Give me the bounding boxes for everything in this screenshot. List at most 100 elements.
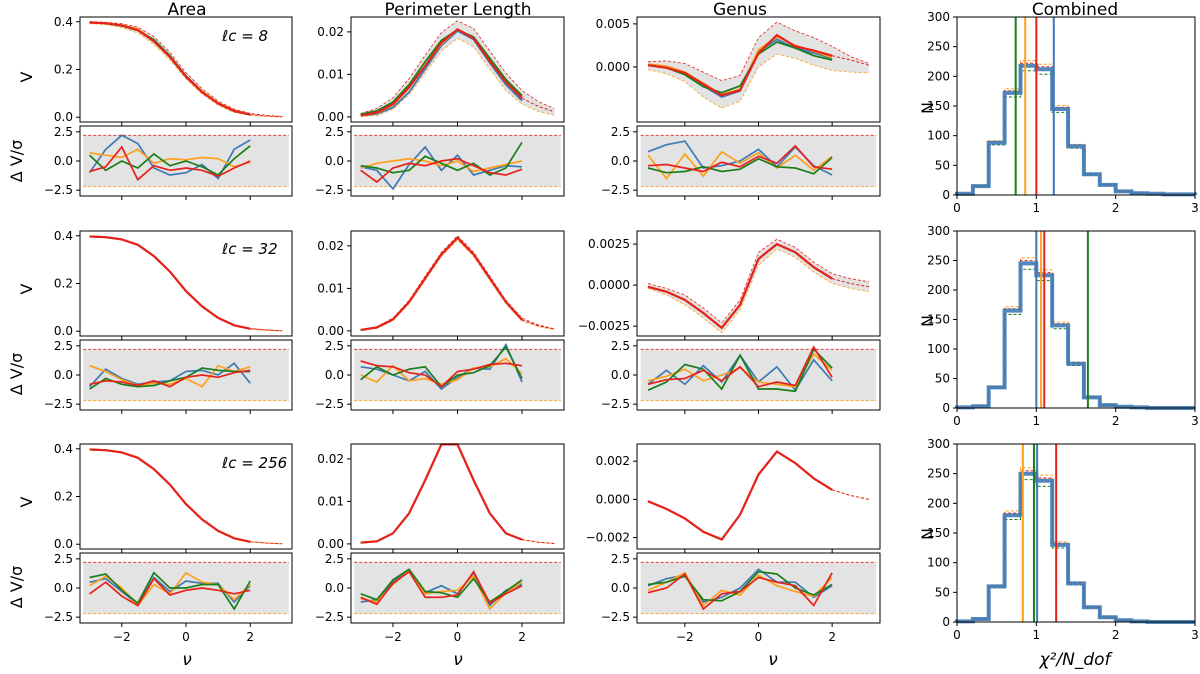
r1-combined-ytick-label: 100 — [927, 129, 950, 143]
r2-area-extrapolation — [250, 328, 283, 332]
r1-perimeter-series-red — [360, 27, 523, 117]
r1-area-res-ytick-label: 2.5 — [54, 125, 73, 139]
r3-perimeter-ytick-label: 0.01 — [317, 494, 344, 508]
r2-combined-xtick-label: 3 — [1191, 414, 1199, 428]
r1-genus-series-red — [647, 33, 833, 97]
r3-genus-series-blue — [647, 450, 833, 541]
r3-area-ytick-label: 0.0 — [54, 537, 73, 551]
r3-combined-ytick-label: 300 — [927, 437, 950, 451]
row2-ylabel-dv: Δ V/σ — [7, 353, 26, 396]
r1-genus-ytick-label: 0.000 — [596, 60, 630, 74]
r3-combined-ytick-label: 200 — [927, 496, 950, 510]
r3-perimeter-ytick-label: 0.02 — [317, 452, 344, 466]
r3-combined-hist-orange — [956, 467, 1195, 623]
r2-combined-ytick-label: 300 — [927, 224, 950, 238]
r2-combined-ytick-label: 50 — [935, 372, 950, 386]
r1-area-ytick-label: 0.4 — [54, 15, 73, 29]
r2-perimeter-extrapolation — [521, 319, 555, 330]
r1-area-residual-red — [89, 145, 251, 182]
r3-genus-series-orange — [647, 450, 833, 541]
r1-combined-ytick-label: 150 — [927, 99, 950, 113]
r1-genus-series-green — [647, 41, 833, 94]
r1-combined-ytick-label: 250 — [927, 40, 950, 54]
r2-perimeter-ytick-label: 0.00 — [317, 324, 344, 338]
row1-ylabel-dv: Δ V/σ — [7, 140, 26, 183]
r2-perimeter-residual-red — [360, 360, 523, 388]
r2-genus-band_high-line — [647, 238, 870, 324]
r3-perimeter-ytick-label: 0.00 — [317, 537, 344, 551]
r2-area-res-ytick-label: −2.5 — [44, 397, 73, 411]
r1-genus-residual-orange — [647, 150, 833, 180]
r2-perimeter-res-ytick-label: 2.5 — [325, 339, 344, 353]
r3-combined-ytick-label: 100 — [927, 556, 950, 570]
r3-genus-res-xtick-label: 0 — [755, 630, 763, 644]
r3-genus-res-xtick-label: −2 — [676, 630, 694, 644]
r2-perimeter-res-ytick-label: 0.0 — [325, 368, 344, 382]
r3-genus-ytick-label: −0.002 — [586, 531, 630, 545]
r2-area-residual-red — [89, 369, 251, 388]
r2-genus-ytick-label: 0.0025 — [588, 237, 630, 251]
row1-ylabel-n: N — [918, 102, 937, 114]
r3-area-series-red — [89, 448, 251, 543]
r3-genus-series-red — [647, 450, 833, 541]
r2-perimeter-series-red — [360, 236, 523, 332]
r2-combined-ytick-label: 150 — [927, 313, 950, 327]
r1-perimeter-ytick-label: 0.02 — [317, 25, 344, 39]
r3-genus-res-ytick-label: −2.5 — [601, 610, 630, 624]
r3-perimeter-series-blue — [360, 443, 523, 544]
r2-genus-band_low-line — [647, 248, 870, 334]
r1-combined-hist-green — [956, 70, 1196, 195]
r2-combined-ytick-label: 250 — [927, 254, 950, 268]
r2-genus-series-red — [647, 242, 833, 330]
r2-genus-ytick-label: 0.0000 — [588, 278, 630, 292]
r2-perimeter-series-green — [360, 236, 523, 331]
r3-combined-xtick-label: 0 — [953, 628, 961, 642]
r3-perimeter-res-xtick-label: −2 — [384, 630, 402, 644]
row1-lc-label: ℓc = 8 — [221, 27, 268, 45]
r2-perimeter-res-ytick-label: −2.5 — [315, 397, 344, 411]
r3-combined-xtick-label: 3 — [1191, 628, 1199, 642]
row2-ylabel-v: V — [17, 283, 36, 294]
r1-genus-residual-green — [647, 156, 833, 175]
r1-combined-ytick-label: 300 — [927, 10, 950, 24]
r3-genus-residual-red — [647, 572, 833, 611]
r2-genus-res-ytick-label: 0.0 — [611, 368, 630, 382]
r1-combined-xtick-label: 3 — [1191, 201, 1199, 215]
column-title-combined: Combined — [1032, 0, 1118, 20]
r3-perimeter-res-xtick-label: 2 — [518, 630, 526, 644]
r2-genus-res-band — [640, 349, 877, 401]
column-title-perimeter: Perimeter Length — [385, 0, 532, 20]
r1-perimeter-residual-blue — [360, 145, 523, 191]
r1-combined-hist-red — [956, 62, 1196, 195]
r2-perimeter-band_high-line — [360, 235, 555, 330]
r1-perimeter-residual-red — [360, 157, 523, 184]
r1-perimeter-series-green — [360, 28, 523, 116]
xlabel-chi2: χ²/N_dof — [1039, 650, 1114, 670]
r1-combined-xtick-label: 1 — [1033, 201, 1041, 215]
r2-combined-ytick-label: 100 — [927, 342, 950, 356]
r2-combined-ytick-label: 0 — [942, 401, 950, 415]
r3-perimeter-residual-red — [360, 570, 523, 606]
r3-perimeter-frame — [350, 443, 565, 550]
r3-combined-xtick-label: 2 — [1112, 628, 1120, 642]
r1-combined-hist-blue — [955, 63, 1197, 197]
r3-combined-hist-blue — [955, 471, 1195, 624]
r1-genus-extrapolation — [831, 55, 870, 66]
xlabel-nu-genus: ν — [768, 650, 778, 670]
xlabel-nu-perimeter: ν — [453, 650, 463, 670]
r1-genus-band — [648, 22, 869, 109]
r3-combined-ytick-label: 50 — [935, 585, 950, 599]
column-title-genus: Genus — [713, 0, 767, 20]
r1-combined-ytick-label: 0 — [942, 188, 950, 202]
r2-combined-xtick-label: 0 — [953, 414, 961, 428]
r3-genus-extrapolation — [831, 489, 870, 500]
r1-perimeter-extrapolation — [521, 97, 555, 113]
r1-area-band_low-line — [89, 23, 283, 118]
row2-lc-label: ℓc = 32 — [221, 240, 278, 258]
row2-ylabel-n: N — [918, 315, 937, 327]
r3-area-ytick-label: 0.2 — [54, 490, 73, 504]
r3-combined-hist-red — [956, 470, 1195, 623]
r3-genus-res-ytick-label: 2.5 — [611, 552, 630, 566]
r1-genus-res-ytick-label: 2.5 — [611, 125, 630, 139]
